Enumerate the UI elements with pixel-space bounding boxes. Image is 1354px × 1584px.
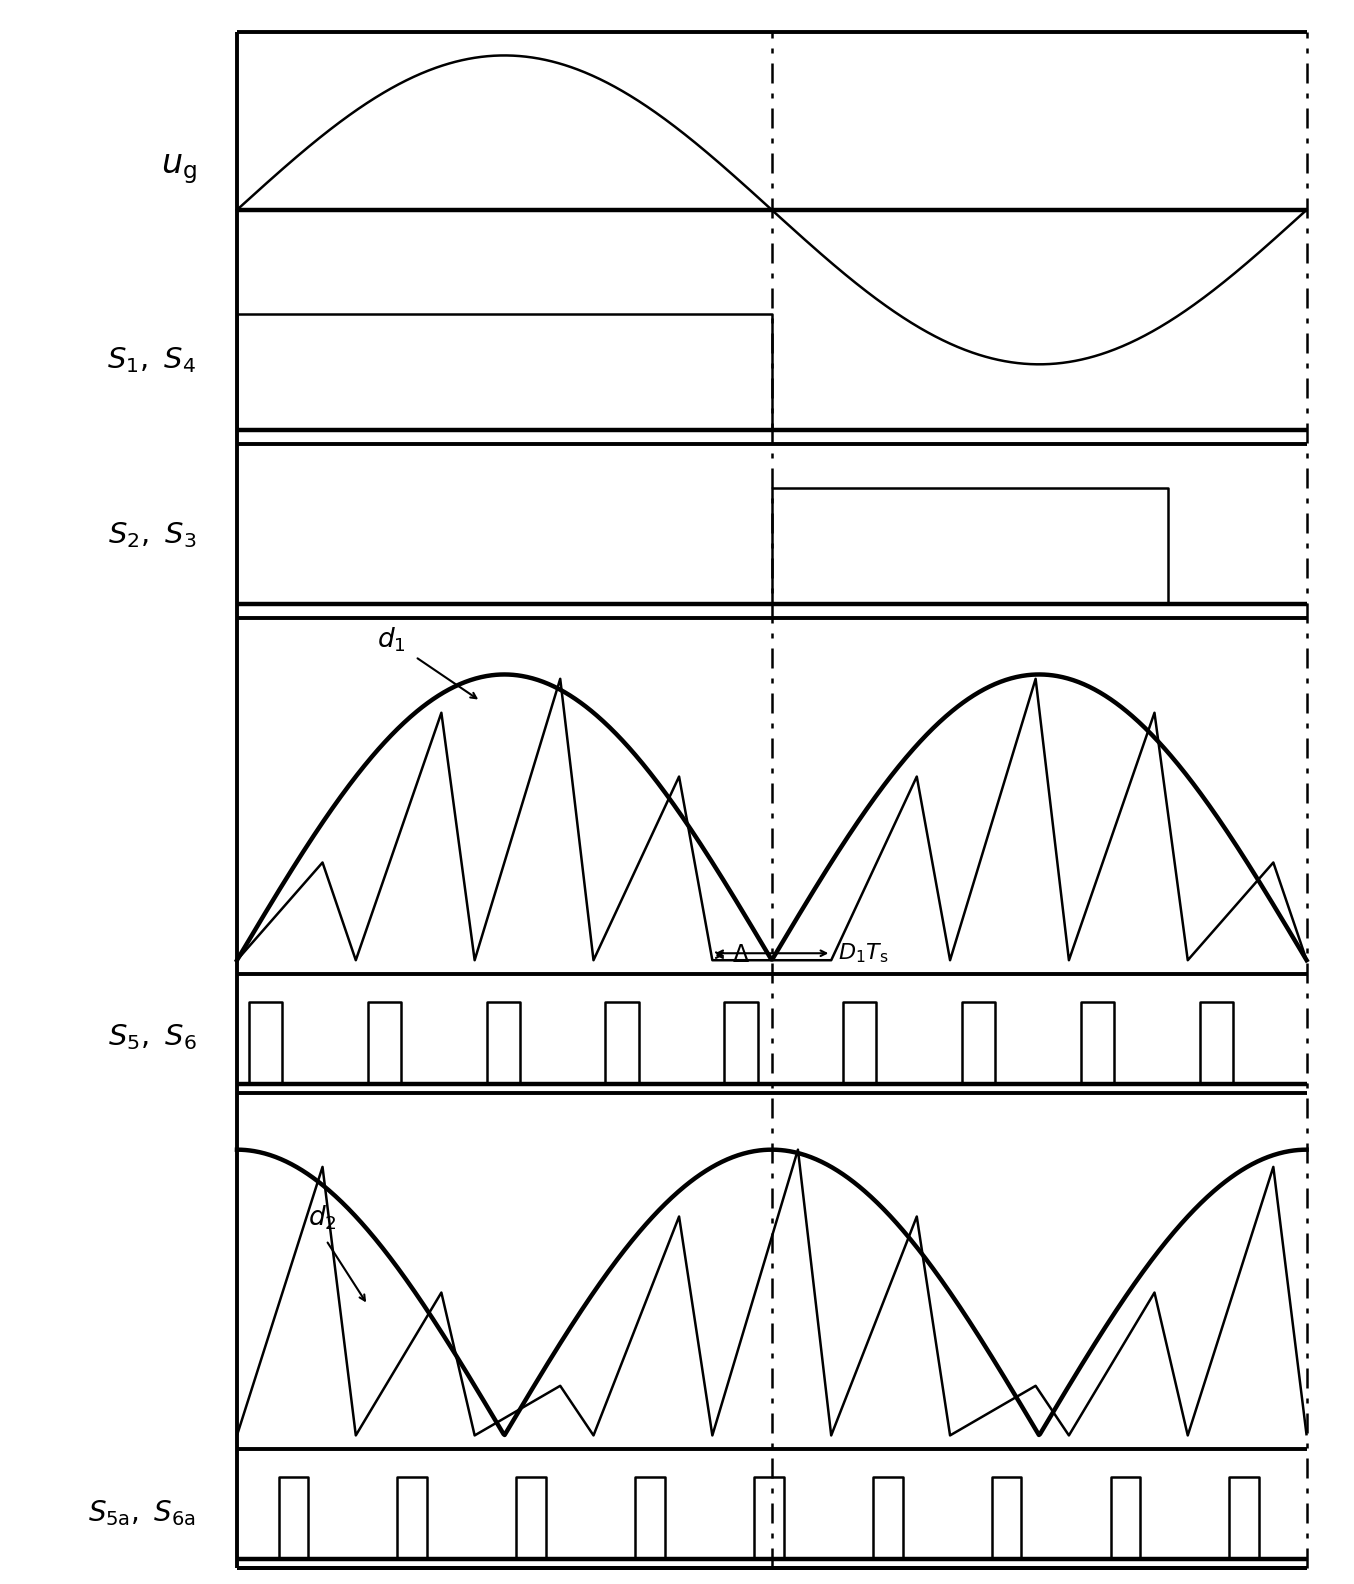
Text: $\Delta$: $\Delta$ <box>733 944 750 966</box>
Text: $S_\mathrm{5a},\ S_\mathrm{6a}$: $S_\mathrm{5a},\ S_\mathrm{6a}$ <box>88 1498 196 1527</box>
Text: $u_\mathrm{g}$: $u_\mathrm{g}$ <box>161 152 196 187</box>
Text: $S_1,\ S_4$: $S_1,\ S_4$ <box>107 345 196 375</box>
Text: $D_1T_\mathrm{s}$: $D_1T_\mathrm{s}$ <box>838 941 888 965</box>
Text: $S_2,\ S_3$: $S_2,\ S_3$ <box>108 520 196 550</box>
Text: $d_2$: $d_2$ <box>309 1204 337 1232</box>
Text: $d_1$: $d_1$ <box>376 626 406 654</box>
Text: $S_5,\ S_6$: $S_5,\ S_6$ <box>107 1023 196 1052</box>
